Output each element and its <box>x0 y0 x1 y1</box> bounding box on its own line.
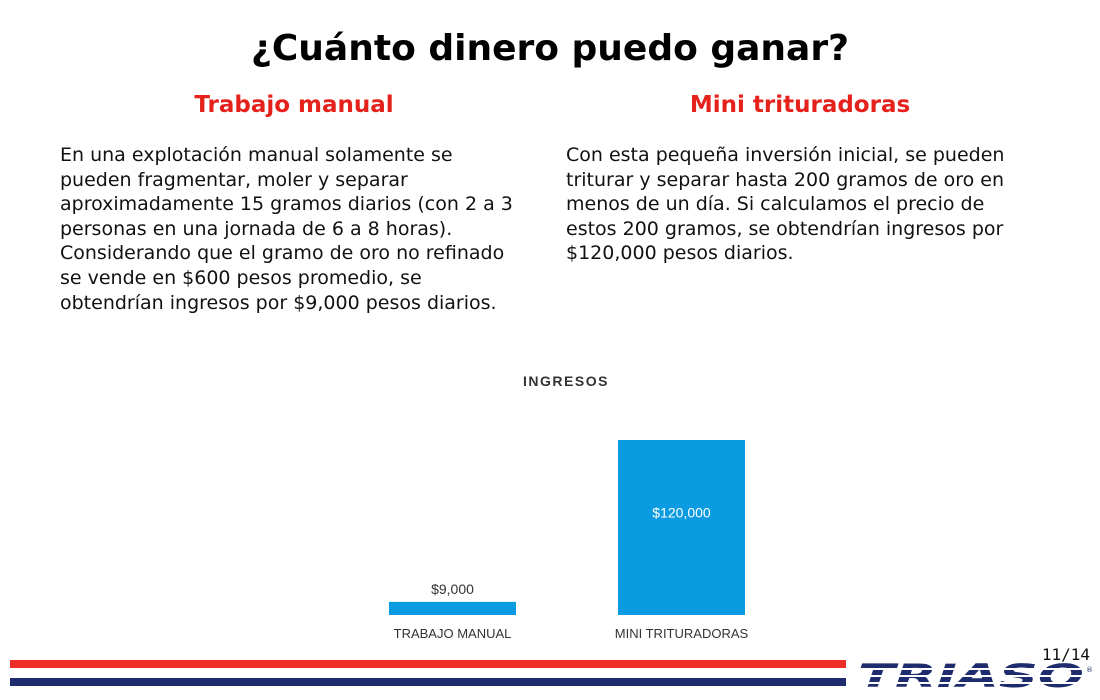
svg-text:®: ® <box>1086 666 1093 674</box>
category-label-mini-trituradoras: MINI TRITURADORAS <box>615 626 749 641</box>
mini-crushers-heading: Mini trituradoras <box>689 92 911 118</box>
bar-trabajo-manual <box>389 601 516 615</box>
footer-navy-stripe <box>10 678 846 686</box>
page-title: ¿Cuánto dinero puedo ganar? <box>251 28 849 69</box>
data-label-trabajo-manual: $9,000 <box>431 581 474 597</box>
page-number: 11/14 <box>1041 645 1090 664</box>
manual-work-heading: Trabajo manual <box>194 92 394 118</box>
triaso-logo: TRIASO ® <box>858 662 1093 690</box>
bar-mini-trituradoras <box>618 440 745 615</box>
chart-title: INGRESOS <box>523 373 609 389</box>
manual-work-text: En una explotación manual solamente se p… <box>60 144 513 314</box>
category-label-trabajo-manual: TRABAJO MANUAL <box>394 626 512 641</box>
footer-red-stripe <box>10 660 846 668</box>
mini-crushers-text: Con esta pequeña inversión inicial, se p… <box>566 144 1005 265</box>
data-label-mini-trituradoras: $120,000 <box>652 505 711 521</box>
income-bar-chart: $9,000 TRABAJO MANUAL $120,000 MINI TRITURA… <box>389 440 749 641</box>
